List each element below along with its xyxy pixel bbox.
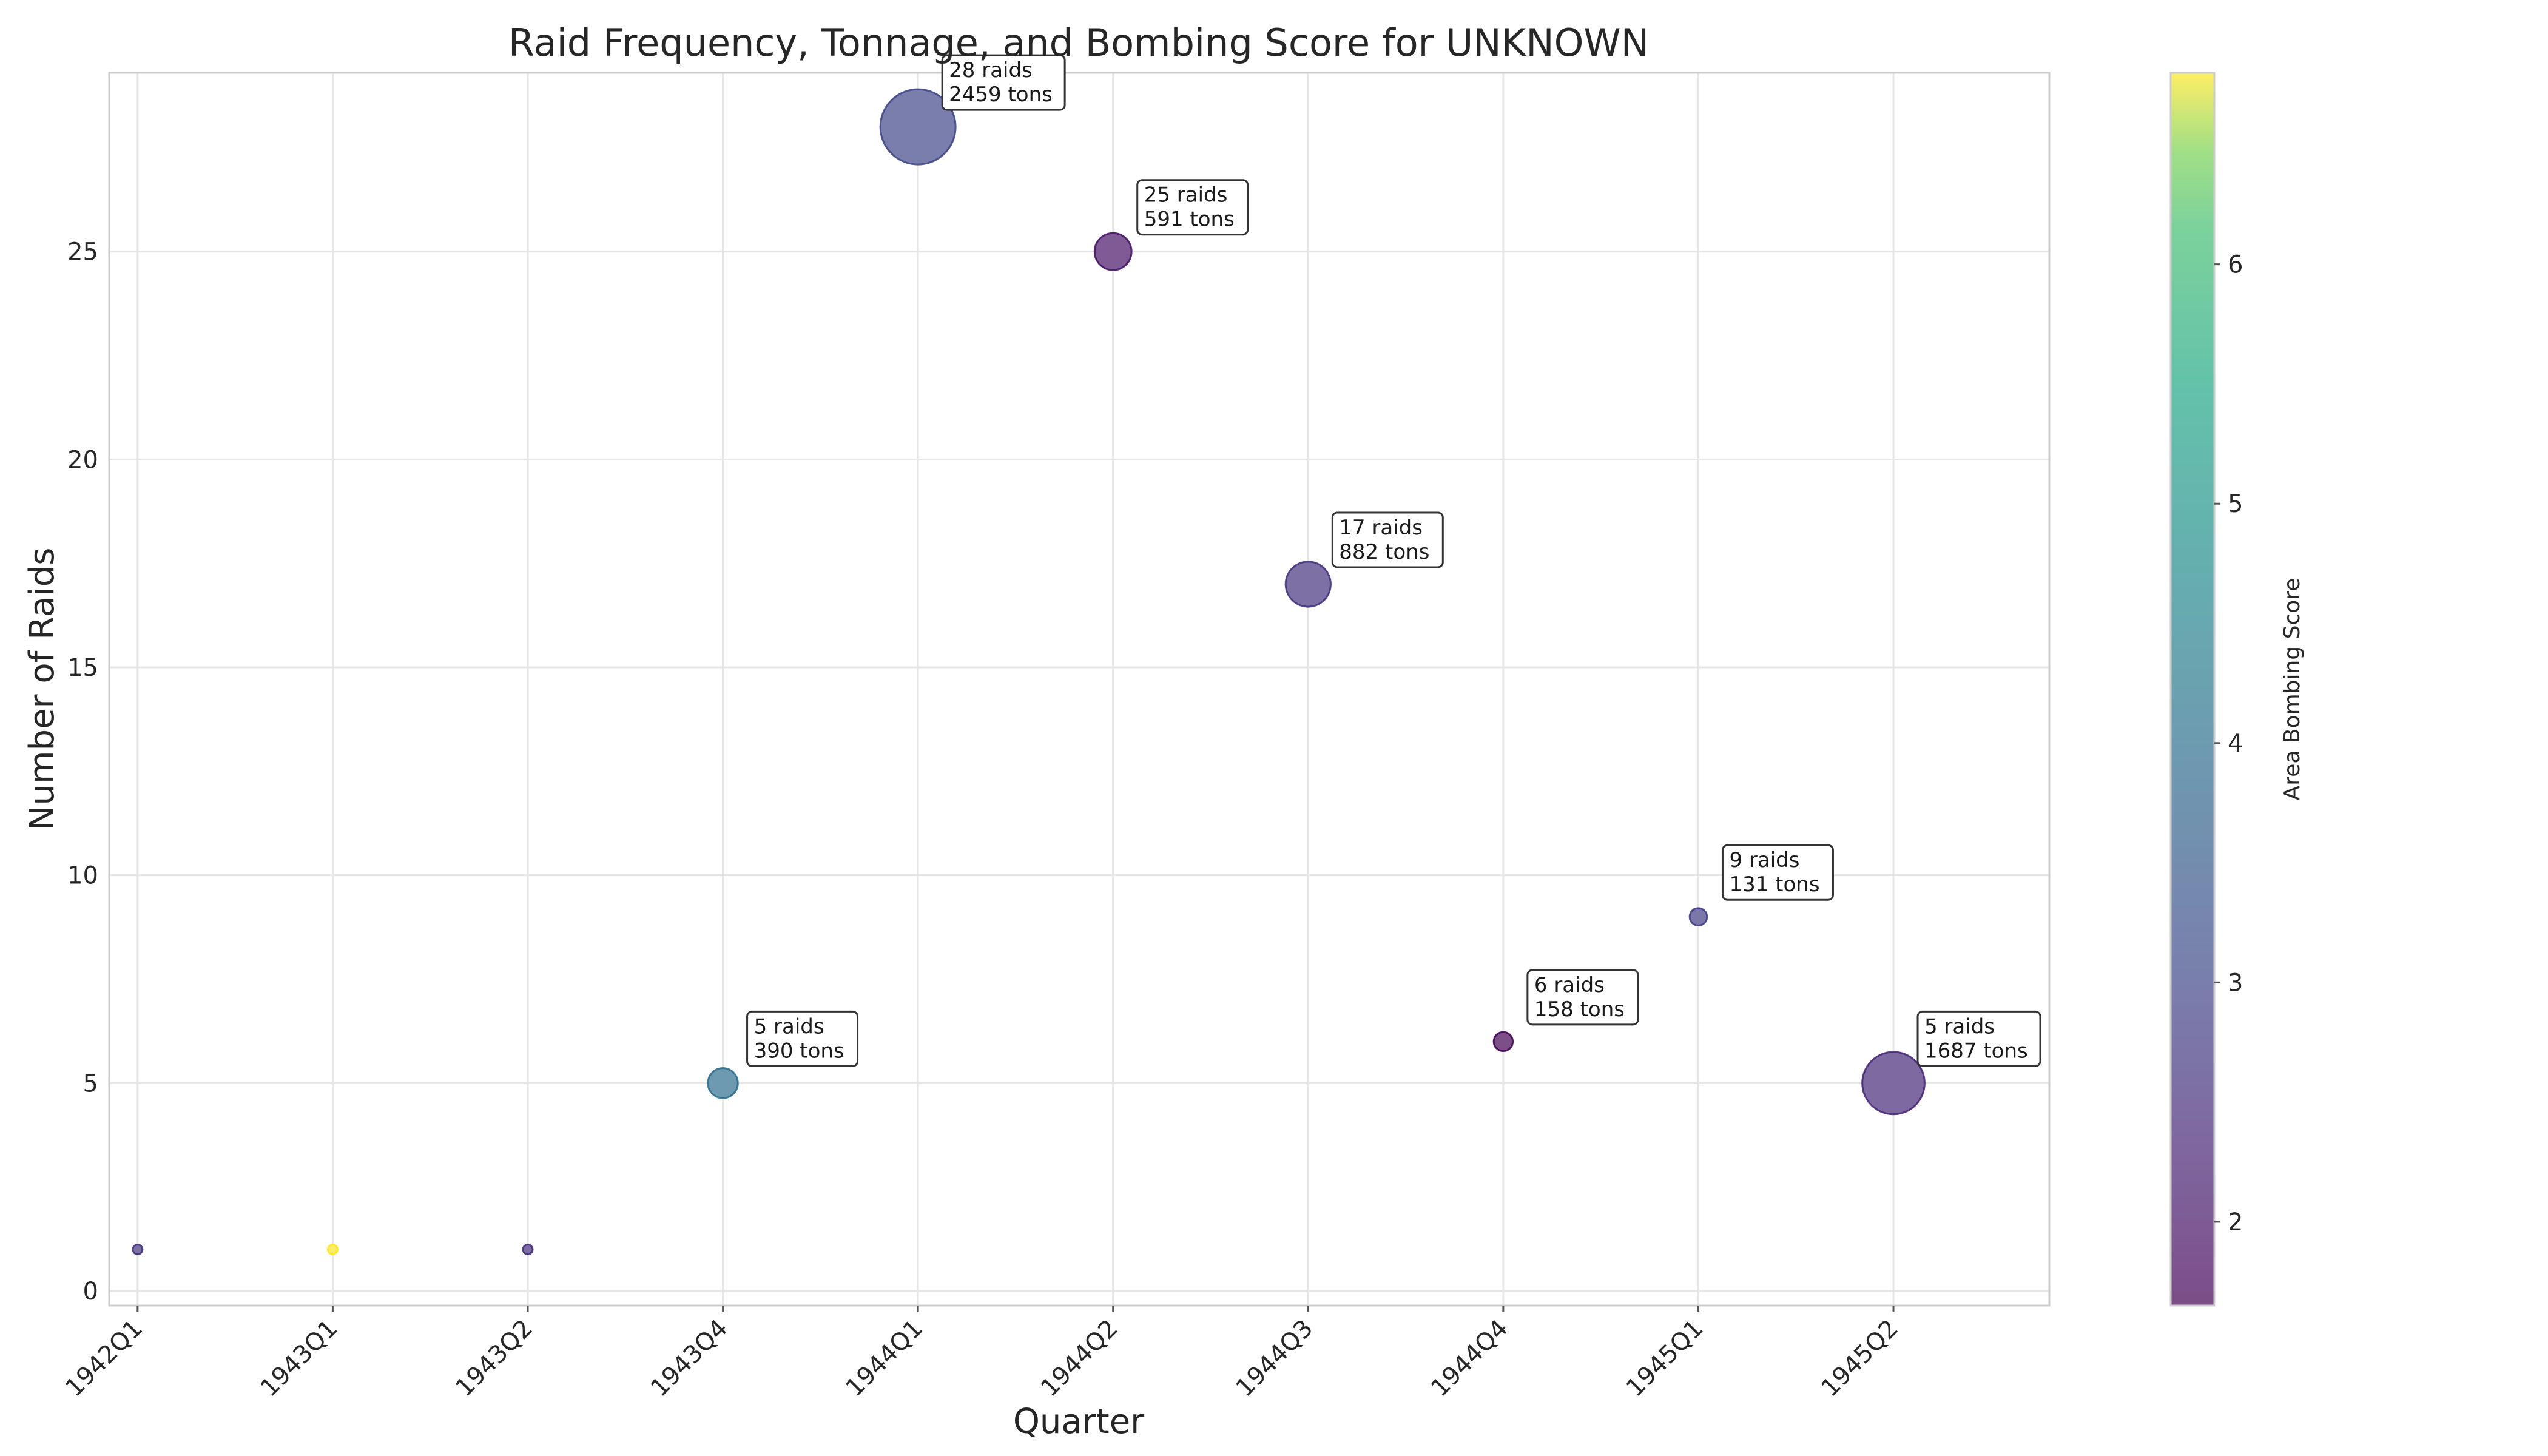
colorbar-label: Area Bombing Score	[2280, 578, 2305, 801]
y-tick-label: 20	[67, 446, 98, 474]
x-tick-label: 1942Q1	[60, 1315, 148, 1403]
y-tick-label: 0	[83, 1278, 98, 1306]
annotation-box	[746, 1010, 859, 1067]
annotation-box	[1136, 179, 1249, 236]
y-tick-label: 25	[67, 238, 98, 266]
colorbar-ticks: 2 3 4 5 6	[2214, 251, 2243, 1236]
x-tick-label: 1944Q1	[840, 1315, 928, 1403]
annotation-raids: 17 raids	[1339, 516, 1423, 540]
x-axis-label: Quarter	[1013, 1402, 1145, 1441]
colorbar-tick-label: 5	[2228, 490, 2243, 518]
annotation-tons: 2459 tons	[949, 83, 1053, 107]
annotation-raids: 9 raids	[1729, 848, 1799, 872]
y-axis-label: Number of Raids	[22, 548, 62, 831]
annotation-box	[941, 54, 1066, 111]
colorbar-tick-label: 3	[2228, 969, 2243, 997]
x-tick-label: 1943Q2	[450, 1315, 538, 1403]
colorbar-tick-label: 4	[2228, 730, 2243, 758]
x-tick-label: 1943Q4	[645, 1315, 733, 1403]
y-tick-label: 10	[67, 862, 98, 890]
x-tick-label: 1945Q1	[1621, 1315, 1709, 1403]
x-tick-label: 1944Q3	[1231, 1315, 1319, 1403]
grid-lines	[109, 73, 2049, 1306]
annotation-raids: 25 raids	[1144, 183, 1228, 207]
colorbar-tick-label: 6	[2228, 251, 2243, 279]
annotation-raids: 5 raids	[1924, 1014, 1995, 1039]
annotation-tons: 591 tons	[1144, 207, 1235, 232]
annotation-tons: 882 tons	[1339, 540, 1429, 564]
x-axis-ticks: 1942Q1 1943Q1 1943Q2 1943Q4 1944Q1 1944Q2 1944…	[60, 1306, 1904, 1402]
annotation-box	[1526, 969, 1639, 1026]
y-axis-ticks: 0 5 10 15 20 25	[67, 238, 98, 1306]
data-point	[1492, 1031, 1514, 1053]
plot-area-frame	[108, 72, 2051, 1307]
annotation-box	[1916, 1010, 2041, 1067]
data-point	[132, 1243, 144, 1255]
annotation-raids: 6 raids	[1534, 973, 1605, 997]
data-point	[522, 1243, 534, 1255]
colorbar-gradient	[2169, 72, 2216, 1307]
y-tick-label: 5	[83, 1070, 98, 1097]
annotation-tons: 390 tons	[754, 1039, 844, 1063]
annotation-raids: 5 raids	[754, 1014, 824, 1039]
data-points	[132, 88, 1926, 1255]
annotation-tons: 131 tons	[1729, 872, 1819, 897]
x-tick-label: 1943Q1	[255, 1315, 343, 1403]
chart-title: Raid Frequency, Tonnage, and Bombing Sco…	[508, 21, 1649, 65]
data-point	[326, 1243, 339, 1255]
annotation-box	[1721, 844, 1834, 901]
colorbar: 2 3 4 5 6 Area Bombing Score	[2169, 72, 2305, 1307]
y-tick-label: 15	[67, 654, 98, 682]
annotation-tons: 1687 tons	[1924, 1039, 2028, 1063]
data-point	[707, 1067, 739, 1099]
data-point	[1688, 907, 1708, 927]
x-tick-label: 1945Q2	[1816, 1315, 1904, 1403]
x-tick-label: 1944Q4	[1426, 1315, 1514, 1403]
colorbar-tick-label: 2	[2228, 1208, 2243, 1236]
annotation-raids: 28 raids	[949, 58, 1033, 83]
data-point	[1284, 561, 1332, 608]
data-point	[879, 88, 957, 166]
annotation-tons: 158 tons	[1534, 997, 1625, 1022]
data-point	[1861, 1051, 1926, 1116]
annotation-box	[1331, 511, 1444, 568]
x-tick-label: 1944Q2	[1036, 1315, 1124, 1403]
data-point	[1093, 232, 1133, 271]
